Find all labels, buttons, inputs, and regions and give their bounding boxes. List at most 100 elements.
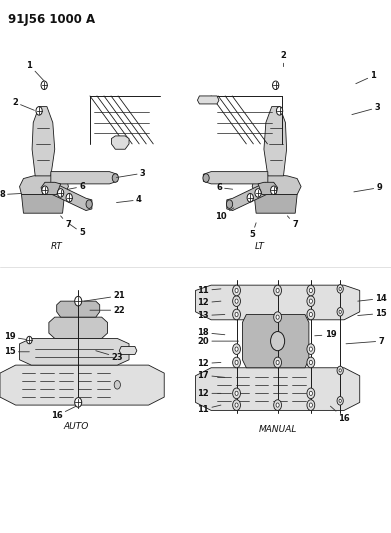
Circle shape: [307, 388, 315, 399]
Text: 13: 13: [197, 311, 225, 320]
Circle shape: [309, 299, 312, 303]
Circle shape: [309, 391, 312, 395]
Text: 22: 22: [90, 306, 125, 314]
Circle shape: [307, 400, 315, 410]
Polygon shape: [242, 314, 309, 368]
Circle shape: [339, 399, 341, 402]
Circle shape: [309, 360, 312, 365]
Circle shape: [233, 357, 240, 368]
Text: 11: 11: [197, 405, 221, 414]
Polygon shape: [252, 175, 301, 195]
Circle shape: [271, 332, 285, 351]
Circle shape: [112, 174, 118, 182]
Circle shape: [274, 400, 282, 410]
Circle shape: [235, 360, 238, 365]
Text: RT: RT: [51, 243, 63, 251]
Circle shape: [247, 193, 253, 202]
Text: 8: 8: [0, 190, 22, 199]
Circle shape: [274, 357, 282, 368]
Polygon shape: [20, 175, 68, 195]
Text: LT: LT: [255, 243, 265, 251]
Polygon shape: [197, 96, 219, 104]
Text: MANUAL: MANUAL: [258, 425, 297, 433]
Polygon shape: [49, 182, 92, 211]
Text: 11: 11: [197, 286, 221, 295]
Circle shape: [66, 193, 72, 202]
Circle shape: [273, 81, 279, 90]
Polygon shape: [119, 346, 137, 354]
Text: 15: 15: [358, 309, 387, 318]
Text: 14: 14: [358, 294, 387, 303]
Circle shape: [235, 403, 238, 407]
Circle shape: [86, 200, 92, 208]
Circle shape: [75, 398, 82, 407]
Text: 7: 7: [287, 216, 298, 229]
Polygon shape: [196, 285, 360, 320]
Circle shape: [271, 186, 277, 195]
Circle shape: [276, 288, 279, 293]
Circle shape: [203, 174, 209, 182]
Text: 15: 15: [4, 348, 29, 356]
Circle shape: [309, 288, 312, 293]
Polygon shape: [254, 195, 297, 213]
Polygon shape: [264, 107, 287, 176]
Circle shape: [276, 315, 279, 319]
Circle shape: [235, 299, 238, 303]
Circle shape: [337, 366, 343, 375]
Text: 10: 10: [215, 208, 234, 221]
Circle shape: [274, 312, 282, 322]
Circle shape: [233, 400, 240, 410]
Circle shape: [235, 312, 238, 317]
Text: 5: 5: [69, 224, 85, 237]
Circle shape: [309, 312, 312, 317]
Text: 9: 9: [354, 183, 382, 192]
Polygon shape: [22, 195, 65, 213]
Polygon shape: [227, 182, 270, 211]
Polygon shape: [49, 317, 108, 338]
Circle shape: [233, 285, 240, 296]
Circle shape: [235, 288, 238, 293]
Text: 7: 7: [346, 337, 384, 345]
Circle shape: [339, 310, 341, 313]
Text: 23: 23: [96, 351, 123, 361]
Text: 12: 12: [197, 389, 221, 398]
Text: 7: 7: [61, 216, 71, 229]
Circle shape: [42, 186, 48, 195]
Circle shape: [233, 388, 240, 399]
Circle shape: [276, 403, 279, 407]
Circle shape: [307, 296, 315, 306]
Polygon shape: [57, 301, 100, 317]
Polygon shape: [196, 368, 360, 410]
Polygon shape: [41, 182, 61, 195]
Circle shape: [233, 309, 240, 320]
Circle shape: [337, 285, 343, 293]
Circle shape: [226, 200, 233, 208]
Circle shape: [235, 347, 238, 351]
Text: 19: 19: [4, 333, 27, 341]
Text: 17: 17: [197, 371, 225, 379]
Circle shape: [233, 344, 240, 354]
Circle shape: [307, 285, 315, 296]
Circle shape: [276, 107, 283, 115]
Text: 12: 12: [197, 359, 221, 368]
Circle shape: [36, 107, 42, 115]
Text: 18: 18: [197, 328, 225, 337]
Text: 5: 5: [249, 223, 256, 239]
Text: 1: 1: [356, 71, 377, 84]
Circle shape: [274, 285, 282, 296]
Text: 16: 16: [51, 406, 76, 420]
Polygon shape: [0, 365, 164, 405]
Circle shape: [235, 391, 238, 395]
Circle shape: [41, 81, 47, 90]
Circle shape: [307, 357, 315, 368]
Text: 6: 6: [68, 182, 85, 191]
Circle shape: [309, 347, 312, 351]
Circle shape: [339, 287, 341, 290]
Circle shape: [307, 344, 315, 354]
Text: 21: 21: [84, 292, 125, 301]
Text: 2: 2: [280, 52, 287, 67]
Circle shape: [255, 189, 261, 197]
Circle shape: [27, 336, 32, 344]
Polygon shape: [203, 172, 268, 184]
Text: 3: 3: [117, 169, 145, 177]
